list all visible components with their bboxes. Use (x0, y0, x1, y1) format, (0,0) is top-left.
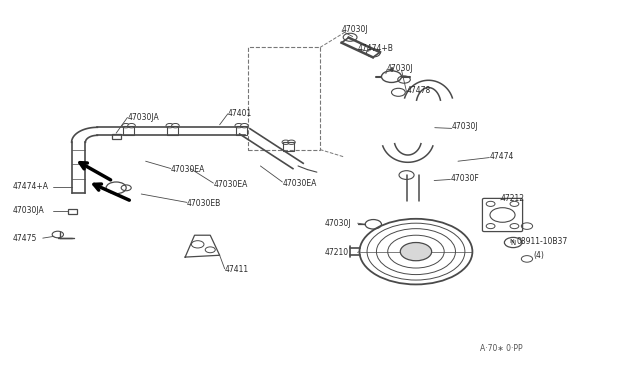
Text: 08911-10B37: 08911-10B37 (516, 237, 568, 246)
Text: 47030JA: 47030JA (13, 206, 44, 215)
Bar (167, 126, 179, 135)
Text: 47030EA: 47030EA (213, 180, 248, 189)
Text: 47030J: 47030J (387, 64, 413, 73)
Text: 47030EA: 47030EA (282, 179, 317, 187)
Text: 47030EA: 47030EA (171, 165, 205, 174)
Text: 47030J: 47030J (324, 219, 351, 228)
Text: 47030F: 47030F (451, 174, 479, 183)
Text: 47212: 47212 (500, 194, 525, 203)
Text: 47474+B: 47474+B (358, 44, 394, 53)
Text: (4): (4) (533, 251, 544, 260)
Circle shape (172, 124, 179, 128)
Bar (68, 209, 77, 214)
Text: 47474: 47474 (490, 152, 514, 161)
Bar (112, 134, 120, 140)
Text: 47030EB: 47030EB (187, 199, 221, 208)
Text: A·70∗ 0·PP: A·70∗ 0·PP (480, 344, 523, 353)
Circle shape (166, 124, 173, 128)
Text: 47475: 47475 (13, 234, 37, 243)
Text: 47411: 47411 (225, 265, 249, 274)
Text: N: N (509, 239, 515, 244)
Bar (123, 126, 134, 135)
Bar (283, 142, 294, 151)
Bar (236, 126, 247, 135)
Text: 47030J: 47030J (342, 25, 369, 35)
Circle shape (235, 124, 243, 128)
Circle shape (122, 124, 130, 128)
Text: 47210: 47210 (324, 248, 349, 257)
Circle shape (400, 243, 431, 261)
Text: 47030J: 47030J (452, 122, 478, 131)
Circle shape (128, 124, 135, 128)
Text: 47030JA: 47030JA (127, 113, 159, 122)
Circle shape (241, 124, 248, 128)
Bar (248, 48, 320, 150)
Circle shape (282, 140, 289, 144)
Text: N: N (511, 240, 516, 246)
Circle shape (288, 140, 295, 144)
Text: 47474+A: 47474+A (13, 182, 49, 191)
Text: 47478: 47478 (406, 86, 431, 95)
Text: 47401: 47401 (228, 109, 252, 118)
